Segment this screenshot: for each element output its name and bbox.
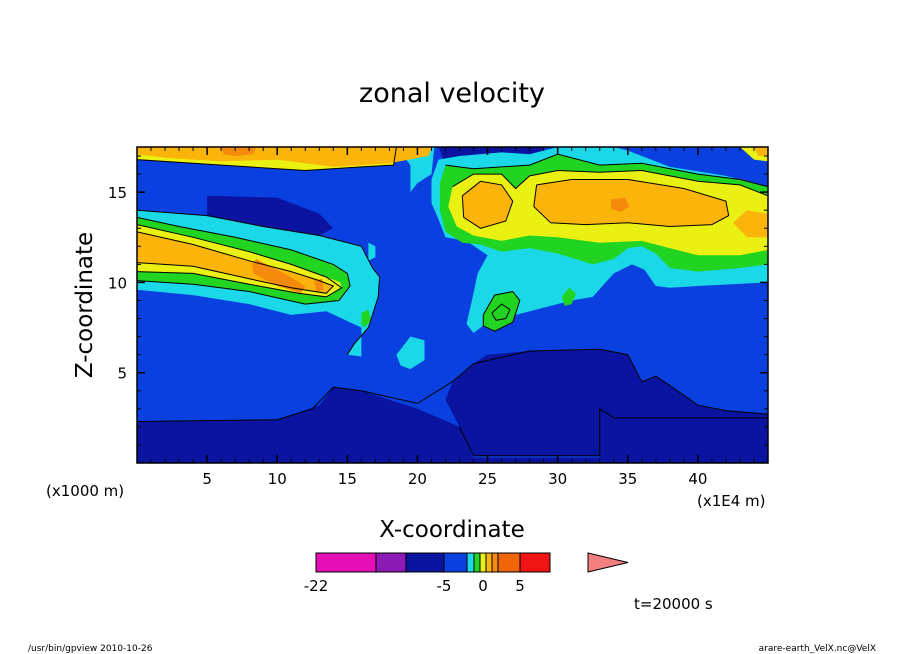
contour-region-dark-blue-1	[445, 349, 768, 456]
x-unit-left-label: (x1000 m)	[46, 482, 124, 500]
contour-region-green-11	[361, 309, 372, 328]
footer-right-text: arare-earth_VelX.nc@VelX	[759, 644, 876, 654]
colorbar-segment-1	[375, 552, 407, 573]
colorbar-segment-5	[473, 552, 481, 573]
colorbar-segment-3	[443, 552, 468, 573]
colorbar-tick-label: -22	[304, 577, 329, 595]
contour-line-8	[445, 153, 768, 188]
colorbar-segment-4	[466, 552, 475, 573]
plot-frame	[136, 146, 769, 464]
y-tick-label: 15	[108, 184, 127, 202]
contour-line-9	[461, 180, 514, 229]
chart-title: zonal velocity	[359, 78, 545, 109]
x-tick-label: 35	[618, 470, 637, 488]
colorbar: -22 -5 0 5	[304, 552, 629, 595]
x-tick-label: 30	[548, 470, 567, 488]
colorbar-tick-label: 5	[515, 577, 525, 595]
contour-fills	[137, 147, 768, 463]
colorbar-segment-0	[315, 552, 377, 573]
x-tick-label: 25	[478, 470, 497, 488]
contour-line-5	[137, 231, 335, 294]
contour-region-orange-24	[754, 147, 768, 156]
colorbar-segment-8	[491, 552, 499, 573]
contour-region-dark-orange-27	[611, 197, 630, 212]
contour-line-11	[482, 290, 521, 332]
contour-line-4	[137, 224, 343, 298]
footer-left-text: /usr/bin/gpview 2010-10-26	[28, 644, 153, 654]
contour-region-cyan-7	[368, 242, 376, 261]
contour-region-cyan-6	[396, 336, 425, 370]
colorbar-extend-arrow	[587, 552, 629, 573]
y-axis-label: Z-coordinate	[72, 232, 98, 378]
x-tick-label: 15	[338, 470, 357, 488]
contour-region-orange-22	[732, 210, 768, 238]
x-tick-label: 10	[268, 470, 287, 488]
x-tick-label: 40	[688, 470, 707, 488]
contour-line-0	[137, 348, 768, 422]
colorbar-segment-7	[485, 552, 493, 573]
colorbar-segment-2	[405, 552, 445, 573]
y-tick-label: 5	[117, 365, 127, 383]
y-tick-label: 10	[108, 274, 127, 292]
x-tick-label: 20	[408, 470, 427, 488]
contour-line-12	[491, 303, 511, 321]
contour-line-2	[137, 209, 381, 355]
contour-line-10	[533, 179, 730, 228]
contour-region-orange-23	[137, 147, 432, 167]
contour-line-6	[137, 147, 397, 172]
plot-area: 5 10 15 20 25 30 35 40 5 10 15	[108, 146, 769, 488]
axis-ticks: 5 10 15 20 25 30 35 40 5 10 15	[108, 147, 768, 488]
contour-region-orange-21	[533, 179, 729, 227]
x-unit-right-label: (x1E4 m)	[697, 492, 766, 510]
contour-line-7	[452, 169, 768, 197]
contour-region-dark-orange-25	[252, 259, 306, 294]
contour-region-orange-20	[462, 181, 513, 229]
contour-region-green-14	[561, 287, 576, 306]
colorbar-tick-label: -5	[437, 577, 452, 595]
time-label: t=20000 s	[634, 595, 713, 613]
contour-region-dark-orange-28	[221, 147, 257, 156]
contour-region-green-13	[483, 291, 520, 332]
x-tick-label: 5	[202, 470, 212, 488]
colorbar-segment-6	[479, 552, 487, 573]
contour-lines	[137, 147, 768, 457]
contour-line-1	[459, 407, 768, 457]
colorbar-segment-9	[497, 552, 521, 573]
x-axis-label: X-coordinate	[379, 517, 525, 543]
contour-region-dark-blue-0	[137, 387, 768, 463]
contour-region-dark-orange-26	[313, 278, 324, 292]
colorbar-segment-10	[519, 552, 551, 573]
contour-line-3	[137, 216, 351, 305]
colorbar-tick-label: 0	[478, 577, 488, 595]
